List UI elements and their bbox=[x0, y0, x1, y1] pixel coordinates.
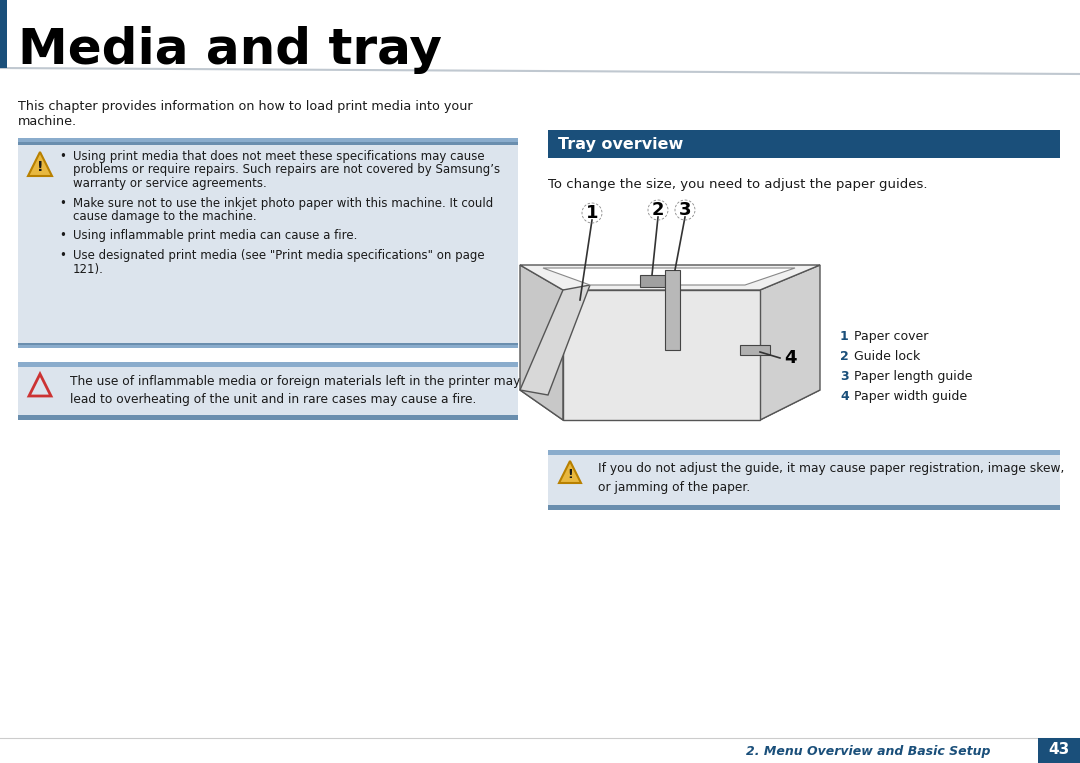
Text: !: ! bbox=[37, 160, 43, 174]
Bar bbox=[548, 505, 1059, 510]
Text: To change the size, you need to adjust the paper guides.: To change the size, you need to adjust t… bbox=[548, 178, 928, 191]
Text: •: • bbox=[59, 249, 67, 262]
Text: The use of inflammable media or foreign materials left in the printer may
lead t: The use of inflammable media or foreign … bbox=[70, 375, 521, 407]
Text: This chapter provides information on how to load print media into your: This chapter provides information on how… bbox=[18, 100, 473, 113]
Bar bbox=[18, 142, 518, 145]
Polygon shape bbox=[760, 265, 820, 420]
Polygon shape bbox=[519, 265, 820, 290]
Text: cause damage to the machine.: cause damage to the machine. bbox=[73, 210, 257, 223]
Text: 4: 4 bbox=[840, 390, 849, 403]
Polygon shape bbox=[519, 390, 820, 420]
Text: •: • bbox=[59, 197, 67, 210]
Text: 1: 1 bbox=[585, 204, 598, 222]
Text: 1: 1 bbox=[840, 330, 849, 343]
Bar bbox=[548, 130, 1059, 158]
Polygon shape bbox=[563, 290, 760, 420]
Polygon shape bbox=[28, 152, 52, 176]
Text: 2. Menu Overview and Basic Setup: 2. Menu Overview and Basic Setup bbox=[745, 745, 990, 758]
Bar bbox=[0, 0, 6, 68]
Bar bbox=[18, 415, 518, 420]
Text: Paper cover: Paper cover bbox=[854, 330, 929, 343]
Text: •: • bbox=[59, 230, 67, 243]
Text: Using inflammable print media can cause a fire.: Using inflammable print media can cause … bbox=[73, 230, 357, 243]
Text: problems or require repairs. Such repairs are not covered by Samsung’s: problems or require repairs. Such repair… bbox=[73, 163, 500, 176]
Text: Using print media that does not meet these specifications may cause: Using print media that does not meet the… bbox=[73, 150, 485, 163]
Text: If you do not adjust the guide, it may cause paper registration, image skew,
or : If you do not adjust the guide, it may c… bbox=[598, 462, 1065, 494]
Bar bbox=[18, 343, 518, 348]
Bar bbox=[548, 450, 1059, 510]
Text: Tray overview: Tray overview bbox=[558, 137, 684, 152]
Text: 2: 2 bbox=[840, 350, 849, 363]
Polygon shape bbox=[665, 270, 680, 350]
Text: 121).: 121). bbox=[73, 262, 104, 275]
Text: Media and tray: Media and tray bbox=[18, 26, 442, 74]
Bar bbox=[640, 275, 665, 287]
Text: Use designated print media (see "Print media specifications" on page: Use designated print media (see "Print m… bbox=[73, 249, 485, 262]
Text: Paper width guide: Paper width guide bbox=[854, 390, 967, 403]
Bar bbox=[18, 138, 518, 143]
Bar bbox=[18, 138, 518, 348]
Bar bbox=[1038, 738, 1080, 763]
Text: warranty or service agreements.: warranty or service agreements. bbox=[73, 177, 267, 190]
Bar bbox=[18, 345, 518, 348]
Text: 43: 43 bbox=[1049, 742, 1069, 758]
Text: 2: 2 bbox=[651, 201, 664, 219]
Text: Make sure not to use the inkjet photo paper with this machine. It could: Make sure not to use the inkjet photo pa… bbox=[73, 197, 494, 210]
Text: Paper length guide: Paper length guide bbox=[854, 370, 972, 383]
Text: 4: 4 bbox=[784, 349, 796, 367]
Text: 3: 3 bbox=[678, 201, 691, 219]
Text: •: • bbox=[59, 150, 67, 163]
Bar bbox=[740, 345, 770, 355]
Text: machine.: machine. bbox=[18, 115, 77, 128]
Bar bbox=[548, 450, 1059, 455]
Bar bbox=[18, 362, 518, 420]
Text: Guide lock: Guide lock bbox=[854, 350, 920, 363]
Polygon shape bbox=[519, 285, 590, 395]
Bar bbox=[18, 362, 518, 367]
Text: !: ! bbox=[567, 468, 572, 481]
Text: 3: 3 bbox=[840, 370, 849, 383]
Polygon shape bbox=[543, 268, 795, 285]
Polygon shape bbox=[559, 461, 581, 483]
Polygon shape bbox=[519, 265, 563, 420]
